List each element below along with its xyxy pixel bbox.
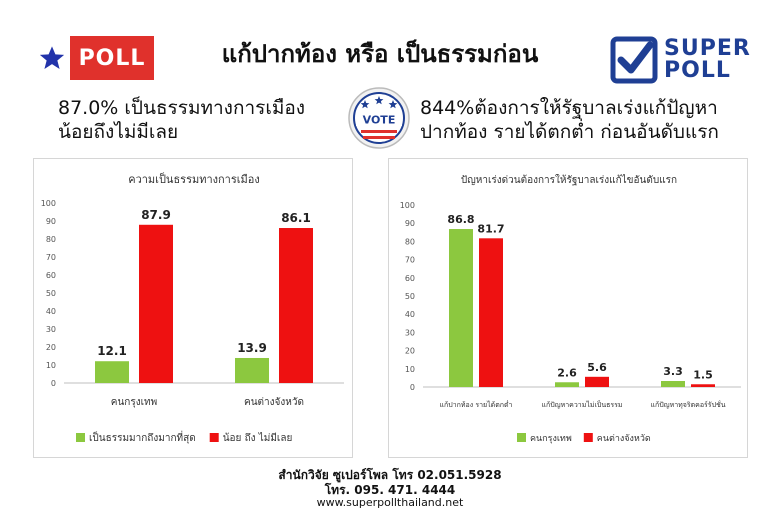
data-label: 3.3 — [663, 365, 683, 378]
poll-logo: POLL — [38, 36, 154, 80]
legend-label: เป็นธรรมมากถึงมากที่สุด — [89, 430, 196, 444]
footer-website[interactable]: www.superpollthailand.net — [316, 496, 464, 509]
y-tick-label: 70 — [405, 256, 415, 265]
page-title: แก้ปากท้อง หรือ เป็นธรรมก่อน — [221, 40, 539, 68]
y-tick-label: 80 — [46, 235, 56, 244]
y-tick-label: 20 — [405, 347, 415, 356]
y-tick-label: 40 — [46, 307, 56, 316]
x-tick-label: แก้ปัญหาความไม่เป็นธรรม — [541, 400, 622, 409]
y-tick-label: 90 — [405, 219, 415, 228]
y-tick-label: 100 — [400, 201, 415, 210]
data-label: 87.9 — [141, 208, 171, 222]
left-subtitle-line1: 87.0% เป็นธรรมทางการเมือง — [58, 97, 306, 119]
star-icon — [39, 46, 65, 69]
legend-swatch — [583, 433, 593, 442]
chart-panel-urgent-issues: ปัญหาเร่งด่วนต้องการให้รัฐบาลเร่งแก้ไขอั… — [388, 158, 748, 458]
right-subtitle: 844%ต้องการให้รัฐบาลเร่งแก้ปัญหา ปากท้อง… — [420, 96, 770, 144]
footer-research-office: สำนักวิจัย ซูเปอร์โพล โทร 02.051.5928 — [278, 468, 502, 482]
superpoll-logo-line2: POLL — [664, 58, 731, 83]
footer-phone: โทร. 095. 471. 4444 — [324, 483, 456, 497]
y-tick-label: 70 — [46, 253, 56, 262]
y-tick-label: 50 — [405, 292, 415, 301]
right-subtitle-line1: 844%ต้องการให้รัฐบาลเร่งแก้ปัญหา — [420, 97, 718, 119]
y-tick-label: 0 — [51, 379, 56, 388]
y-tick-label: 30 — [46, 325, 56, 334]
data-label: 1.5 — [693, 368, 713, 381]
legend-swatch — [209, 433, 219, 442]
superpoll-logo-line1: SUPER — [664, 36, 751, 61]
legend-swatch — [76, 433, 85, 442]
chart-political-fairness: ความเป็นธรรมทางการเมือง 0 10 20 30 40 50 60 70 80… — [41, 172, 344, 444]
data-label: 81.7 — [477, 222, 504, 235]
chart-title: ปัญหาเร่งด่วนต้องการให้รัฐบาลเร่งแก้ไขอั… — [461, 174, 677, 186]
bar — [479, 238, 503, 387]
poll-logo-text: POLL — [70, 36, 154, 80]
y-tick-label: 50 — [46, 289, 56, 298]
y-tick-label: 60 — [46, 271, 56, 280]
left-subtitle-line2: น้อยถึงไม่มีเลย — [58, 121, 179, 143]
y-tick-label: 0 — [410, 383, 415, 392]
chart-urgent-issues: ปัญหาเร่งด่วนต้องการให้รัฐบาลเร่งแก้ไขอั… — [400, 174, 741, 444]
right-subtitle-line2: ปากท้อง รายได้ตกต่ำ ก่อนอันดับแรก — [420, 121, 719, 143]
x-tick-label: คนต่างจังหวัด — [244, 397, 304, 408]
legend-swatch — [517, 433, 526, 442]
data-label: 12.1 — [97, 344, 127, 358]
vote-badge-icon: VOTE — [348, 87, 410, 149]
left-subtitle: 87.0% เป็นธรรมทางการเมือง น้อยถึงไม่มีเล… — [58, 96, 348, 144]
superpoll-logo: SUPER POLL — [610, 34, 760, 86]
bar — [139, 224, 173, 383]
legend-label: น้อย ถึง ไม่มีเลย — [223, 432, 293, 444]
y-tick-label: 40 — [405, 310, 415, 319]
y-tick-label: 20 — [46, 343, 56, 352]
bar — [585, 376, 609, 387]
y-tick-label: 60 — [405, 274, 415, 283]
x-tick-label: แก้ปากท้อง รายได้ตกต่ำ — [440, 400, 513, 409]
y-tick-label: 10 — [405, 365, 415, 374]
bar — [691, 384, 715, 387]
y-tick-label: 90 — [46, 217, 56, 226]
data-label: 2.6 — [557, 366, 577, 379]
legend-label: คนกรุงเทพ — [530, 434, 572, 444]
legend-label: คนต่างจังหวัด — [597, 434, 651, 444]
checkmark-icon — [610, 36, 658, 84]
data-label: 86.1 — [281, 211, 311, 225]
bar — [95, 361, 129, 383]
data-label: 5.6 — [587, 361, 607, 374]
y-tick-label: 80 — [405, 237, 415, 246]
y-tick-label: 30 — [405, 328, 415, 337]
y-tick-label: 100 — [41, 199, 56, 208]
chart-panel-political-fairness: ความเป็นธรรมทางการเมือง 0 10 20 30 40 50 60 70 80… — [33, 158, 353, 458]
data-label: 86.8 — [447, 213, 474, 226]
bar — [279, 228, 313, 383]
vote-badge-label: VOTE — [363, 114, 396, 127]
x-tick-label: คนกรุงเทพ — [111, 397, 157, 408]
bar — [235, 357, 269, 383]
bar — [661, 380, 685, 387]
data-label: 13.9 — [237, 341, 267, 355]
y-tick-label: 10 — [46, 361, 56, 370]
chart-title: ความเป็นธรรมทางการเมือง — [128, 172, 260, 186]
x-tick-label: แก้ปัญหาทุจริตคอร์รัปชั่น — [650, 400, 725, 409]
bar — [449, 229, 473, 387]
bar — [555, 382, 579, 387]
